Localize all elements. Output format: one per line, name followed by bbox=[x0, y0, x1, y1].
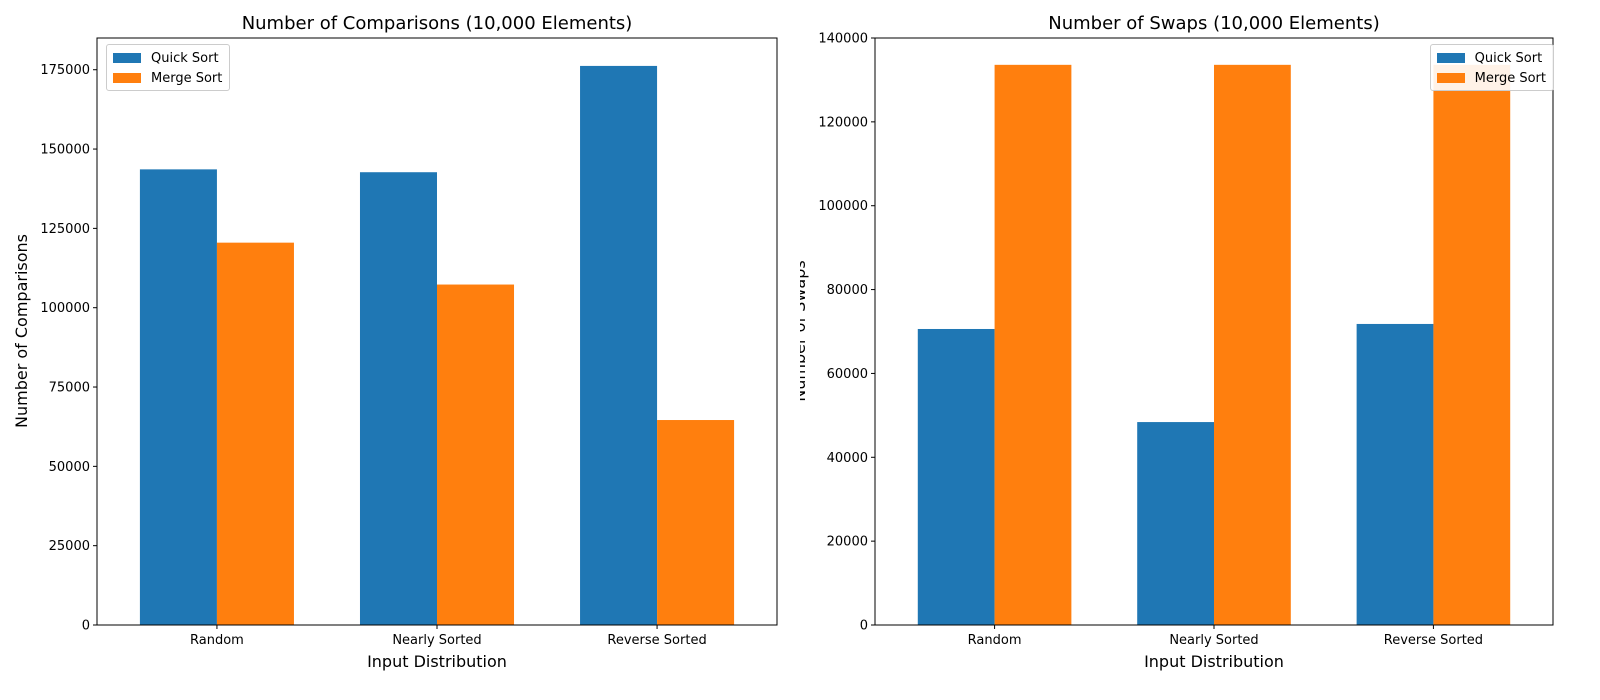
bar-quick-sort-random bbox=[139, 169, 217, 625]
bar-quick-sort-random bbox=[917, 328, 995, 625]
x-tick-label: Reverse Sorted bbox=[607, 633, 706, 648]
plot-frame bbox=[874, 37, 1554, 626]
legend-label: Quick Sort bbox=[1474, 50, 1543, 66]
y-tick-label: 60000 bbox=[827, 367, 868, 382]
legend-item-merge-sort: Merge Sort bbox=[113, 68, 222, 88]
y-tick-label: 140000 bbox=[818, 32, 868, 47]
legend-swatch-quick-sort bbox=[1436, 53, 1465, 63]
x-tick-label: Random bbox=[968, 633, 1022, 648]
bar-quick-sort-reverse-sorted bbox=[1356, 323, 1434, 625]
legend-item-quick-sort: Quick Sort bbox=[1436, 48, 1546, 68]
bar-merge-sort-reverse-sorted bbox=[657, 420, 735, 625]
y-tick-label: 150000 bbox=[40, 143, 90, 158]
bar-quick-sort-reverse-sorted bbox=[580, 65, 658, 625]
legend-label: Merge Sort bbox=[1474, 70, 1546, 86]
y-axis-label: Number of Swaps bbox=[800, 260, 809, 401]
x-tick-label: Nearly Sorted bbox=[392, 633, 481, 648]
y-tick-label: 25000 bbox=[49, 539, 90, 554]
y-axis-label: Number of Comparisons bbox=[12, 234, 31, 428]
x-tick-label: Nearly Sorted bbox=[1169, 633, 1258, 648]
chart-title: Number of Swaps (10,000 Elements) bbox=[1048, 13, 1379, 34]
plot-frame bbox=[96, 37, 778, 626]
legend-label: Quick Sort bbox=[151, 50, 219, 66]
y-tick-label: 50000 bbox=[49, 460, 90, 475]
x-tick-label: Reverse Sorted bbox=[1384, 633, 1483, 648]
chart-title: Number of Comparisons (10,000 Elements) bbox=[242, 13, 633, 34]
comparisons-chart-svg: Number of Comparisons (10,000 Elements) … bbox=[12, 13, 778, 671]
legend-swatch-merge-sort bbox=[1436, 73, 1465, 83]
bar-quick-sort-nearly-sorted bbox=[359, 172, 437, 626]
y-tick-label: 40000 bbox=[827, 451, 868, 466]
bar-merge-sort-random bbox=[216, 242, 294, 626]
y-tick-label: 80000 bbox=[827, 283, 868, 298]
swaps-chart: Number of Swaps (10,000 Elements) 0 20000… bbox=[800, 0, 1600, 700]
y-tick-label: 20000 bbox=[827, 535, 868, 550]
y-tick-label: 125000 bbox=[40, 222, 90, 237]
legend: Quick Sort Merge Sort bbox=[106, 44, 231, 91]
y-tick-label: 120000 bbox=[818, 115, 868, 130]
comparisons-chart: Number of Comparisons (10,000 Elements) … bbox=[12, 13, 778, 671]
bar-merge-sort-random bbox=[994, 64, 1072, 625]
legend: Quick Sort Merge Sort bbox=[1429, 44, 1554, 91]
y-tick-label: 0 bbox=[860, 619, 868, 634]
bar-merge-sort-reverse-sorted bbox=[1433, 64, 1511, 625]
bar-quick-sort-nearly-sorted bbox=[1137, 422, 1214, 625]
legend-swatch-merge-sort bbox=[113, 73, 141, 83]
x-tick-label: Random bbox=[190, 633, 244, 648]
y-tick-label: 175000 bbox=[40, 63, 90, 78]
y-tick-label: 100000 bbox=[818, 199, 868, 214]
bar-merge-sort-nearly-sorted bbox=[1214, 64, 1291, 625]
legend-label: Merge Sort bbox=[151, 70, 223, 86]
y-tick-label: 75000 bbox=[49, 381, 90, 396]
legend-item-quick-sort: Quick Sort bbox=[113, 48, 222, 68]
legend-item-merge-sort: Merge Sort bbox=[1436, 68, 1546, 88]
swaps-chart-svg: Number of Swaps (10,000 Elements) 0 20000… bbox=[800, 13, 1554, 671]
y-tick-label: 0 bbox=[82, 619, 90, 634]
x-axis-label: Input Distribution bbox=[1144, 652, 1284, 671]
y-tick-label: 100000 bbox=[40, 301, 90, 316]
bar-merge-sort-nearly-sorted bbox=[437, 284, 515, 625]
legend-swatch-quick-sort bbox=[113, 53, 141, 63]
x-axis-label: Input Distribution bbox=[367, 652, 507, 671]
